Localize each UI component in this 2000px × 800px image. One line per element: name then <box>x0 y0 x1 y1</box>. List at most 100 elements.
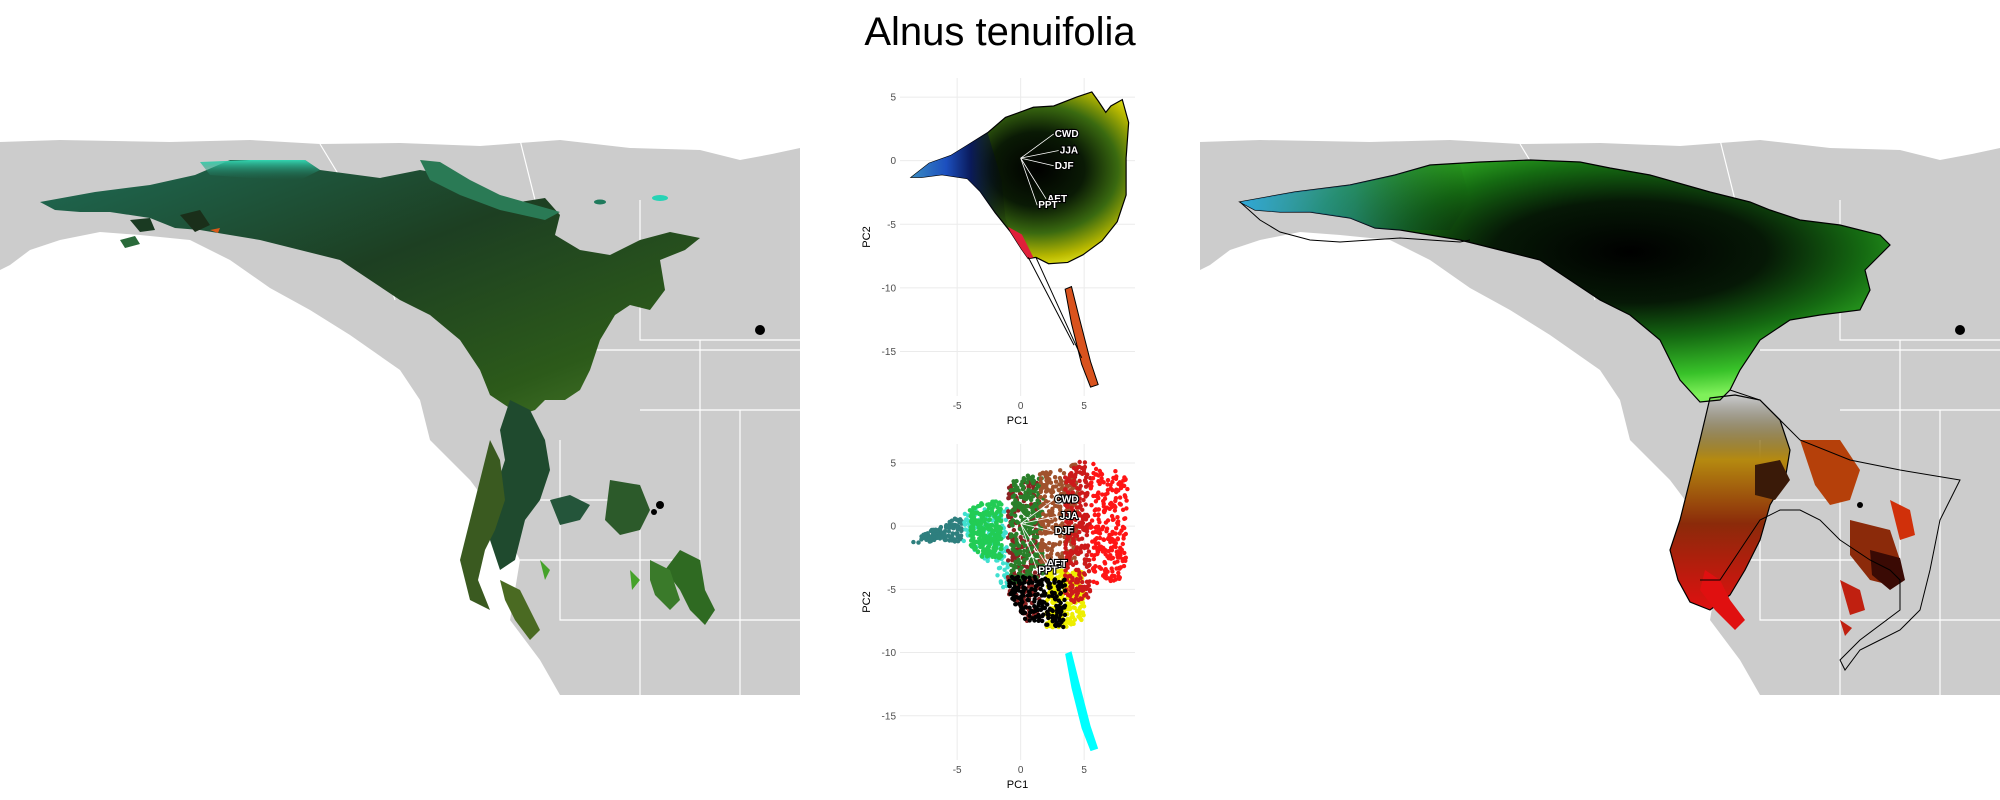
data-point <box>1084 591 1089 597</box>
data-point <box>1038 586 1043 592</box>
data-point <box>1086 563 1091 569</box>
x-tick-label: 5 <box>1081 765 1087 776</box>
data-point <box>975 518 980 523</box>
data-point <box>1073 514 1078 519</box>
data-point <box>1081 527 1086 532</box>
data-point <box>1103 492 1108 497</box>
data-point <box>1036 582 1041 587</box>
variable-label: AET <box>1047 194 1067 205</box>
data-point <box>993 520 999 525</box>
data-point <box>1047 477 1052 482</box>
data-point <box>1099 476 1104 481</box>
data-point <box>1083 559 1088 564</box>
data-point <box>1102 568 1108 573</box>
data-point <box>1096 517 1101 522</box>
data-point <box>1056 604 1061 609</box>
data-point <box>1120 507 1126 512</box>
y-tick-label: -15 <box>882 711 897 722</box>
y-tick-label: -10 <box>882 283 897 294</box>
data-point <box>1064 619 1069 625</box>
data-point <box>1091 565 1096 571</box>
variable-label: DJF <box>1055 526 1074 537</box>
data-point <box>1017 601 1022 607</box>
variable-label: JJA <box>1060 511 1078 522</box>
data-point <box>1006 496 1011 501</box>
data-point <box>1086 569 1092 574</box>
data-point <box>1050 506 1055 511</box>
data-point <box>1026 598 1031 603</box>
data-point <box>1086 583 1091 588</box>
data-point <box>1094 580 1100 586</box>
variable-label: DJF <box>1055 161 1074 172</box>
data-point <box>1074 524 1079 529</box>
data-point <box>1005 548 1011 553</box>
data-point <box>1110 479 1115 485</box>
data-point <box>1029 559 1034 564</box>
data-point <box>993 511 999 516</box>
data-point <box>1058 554 1064 559</box>
data-point <box>999 543 1004 548</box>
data-point <box>1002 509 1007 514</box>
x-tick-label: 5 <box>1081 401 1087 412</box>
data-point <box>987 517 992 522</box>
data-point <box>998 536 1003 542</box>
data-point <box>1007 583 1012 589</box>
data-point <box>1050 487 1055 492</box>
data-point <box>1110 517 1115 522</box>
data-point <box>1123 516 1128 521</box>
data-point <box>1077 572 1082 577</box>
data-point <box>1044 578 1049 583</box>
data-point <box>962 511 968 517</box>
data-point <box>1071 508 1076 513</box>
data-point <box>1062 605 1067 610</box>
data-point <box>983 539 988 544</box>
data-point <box>1113 496 1119 501</box>
data-point <box>1096 479 1101 484</box>
data-point <box>998 580 1004 585</box>
data-point <box>1108 501 1113 507</box>
data-point <box>1120 524 1126 530</box>
data-point <box>1004 545 1009 550</box>
data-point <box>1019 514 1024 519</box>
data-point <box>1082 465 1087 471</box>
data-point <box>1068 606 1073 611</box>
data-point <box>1111 544 1117 549</box>
data-point <box>1025 520 1030 525</box>
data-point <box>988 510 994 515</box>
data-point <box>1084 553 1089 558</box>
data-point <box>1062 588 1068 593</box>
data-point <box>1078 483 1083 489</box>
data-point <box>1109 573 1115 579</box>
climate-hull-west <box>911 132 1011 232</box>
data-point <box>1125 486 1130 492</box>
loading-arrow <box>1020 523 1038 571</box>
data-point <box>1022 616 1028 621</box>
data-point <box>1115 549 1120 555</box>
data-point <box>1114 566 1119 571</box>
loading-arrow <box>1020 523 1047 565</box>
right-range-map <box>1200 140 2000 695</box>
y-tick-label: 0 <box>890 156 896 167</box>
data-point <box>1097 535 1103 541</box>
data-point <box>1111 540 1117 545</box>
data-point <box>1074 560 1079 566</box>
data-point <box>996 501 1001 507</box>
data-point <box>1124 498 1129 503</box>
data-point <box>1071 500 1077 505</box>
data-point <box>952 516 958 521</box>
data-point <box>1089 524 1094 530</box>
data-point <box>1116 574 1121 579</box>
data-point <box>1089 552 1094 558</box>
data-point <box>1057 528 1062 533</box>
data-point <box>1071 527 1076 532</box>
data-point <box>958 534 963 539</box>
data-point <box>1123 494 1128 500</box>
data-point <box>1029 564 1034 570</box>
data-point <box>1092 512 1097 518</box>
data-point <box>1051 542 1056 547</box>
data-point <box>983 512 989 517</box>
data-point <box>1042 600 1047 605</box>
data-point <box>1024 508 1029 513</box>
data-point <box>1040 613 1045 619</box>
